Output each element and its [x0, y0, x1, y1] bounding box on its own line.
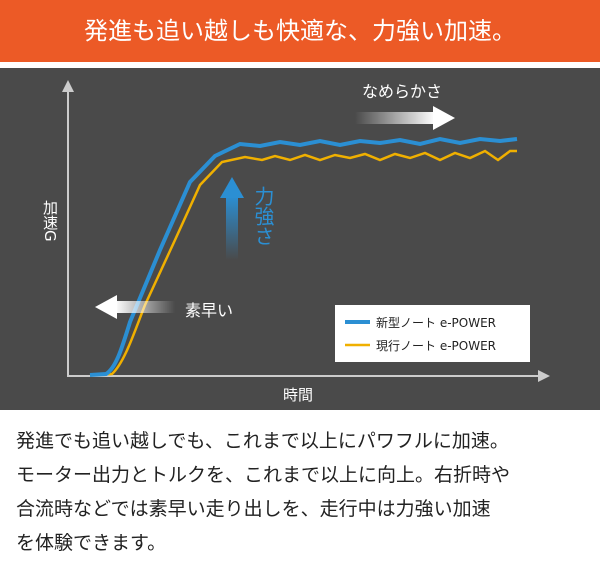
- annotation: 素早い: [185, 301, 234, 320]
- header-title: 発進も追い越しも快適な、力強い加速。: [0, 0, 600, 62]
- arrow-left: [115, 301, 175, 313]
- annotation: なめらかさ: [362, 82, 443, 101]
- legend-label: 新型ノート e-POWER: [376, 316, 496, 330]
- arrow-up: [226, 196, 238, 260]
- body-line: 合流時などでは素早い走り出しを、走行中は力強い加速: [16, 498, 491, 520]
- current-curve: [89, 149, 517, 377]
- new-curve: [89, 136, 518, 377]
- annotation: 力強さ: [251, 186, 275, 246]
- legend-box: [335, 305, 530, 362]
- body-text: 発進でも追い越しでも、これまで以上にパワフルに加速。 モーター出力とトルクを、こ…: [16, 424, 510, 560]
- arrow-left-head: [95, 295, 117, 319]
- body-line: を体験できます。: [16, 532, 167, 554]
- chart: [62, 80, 550, 382]
- y-axis-label: 加速G: [41, 200, 59, 242]
- x-axis-label: 時間: [283, 386, 314, 404]
- arrow-up-head: [220, 177, 244, 198]
- legend-label: 現行ノート e-POWER: [376, 339, 496, 353]
- axes: [62, 80, 550, 382]
- arrow-right: [355, 112, 435, 124]
- body-line: モーター出力とトルクを、これまで以上に向上。右折時や: [16, 464, 511, 486]
- arrow-right-head: [433, 106, 455, 130]
- body-line: 発進でも追い越しでも、これまで以上にパワフルに加速。: [16, 430, 509, 452]
